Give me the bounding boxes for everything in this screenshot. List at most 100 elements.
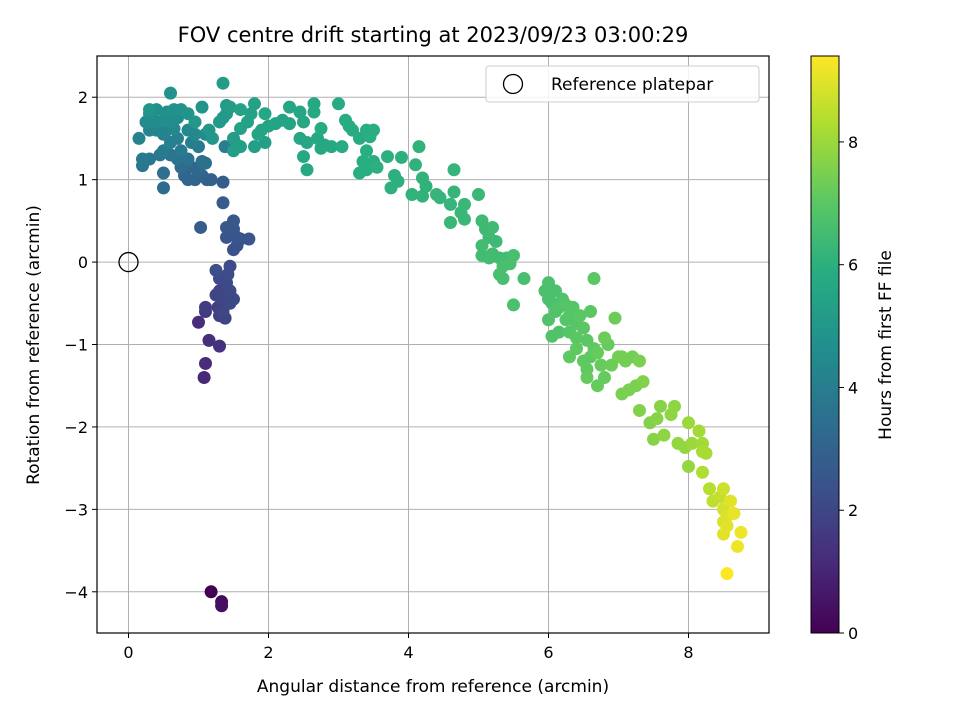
scatter-point (300, 163, 314, 177)
scatter-point (164, 86, 177, 100)
scatter-point (433, 191, 447, 205)
scatter-point (195, 100, 209, 114)
scatter-point (577, 321, 590, 335)
scatter-point (215, 599, 229, 613)
y-tick-label: −1 (64, 336, 88, 355)
scatter-point (360, 163, 373, 177)
scatter-point (227, 214, 240, 228)
scatter-point (195, 155, 209, 169)
scatter-point (216, 76, 230, 90)
colorbar-label: Hours from first FF file (876, 250, 896, 440)
scatter-point (419, 179, 433, 193)
y-tick-label: 1 (78, 171, 88, 190)
y-axis-ticks: −4 −3 −2 −1 0 1 2 (64, 88, 97, 602)
scatter-point (381, 150, 394, 164)
scatter-point (335, 140, 349, 154)
chart-title: FOV centre drift starting at 2023/09/23 … (178, 23, 689, 47)
scatter-point (283, 117, 296, 131)
scatter-point (447, 163, 461, 177)
colorbar-tick-label: 0 (848, 624, 858, 643)
scatter-point (293, 105, 307, 119)
colorbar-ticks: 0 2 4 6 8 (839, 133, 858, 643)
scatter-point (482, 251, 496, 265)
legend-marker-icon (502, 73, 524, 95)
scatter-point (223, 259, 237, 273)
scatter-point (318, 138, 331, 152)
scatter-point (202, 333, 216, 347)
y-tick-label: 0 (78, 253, 88, 272)
y-tick-label: −3 (64, 500, 88, 519)
x-tick-label: 6 (543, 643, 553, 662)
x-tick-label: 2 (263, 643, 273, 662)
scatter-point (682, 459, 695, 473)
scatter-point (724, 494, 737, 508)
scatter-point (297, 115, 310, 129)
scatter-point (206, 131, 219, 145)
scatter-point (157, 181, 170, 195)
scatter-point (699, 446, 713, 460)
scatter-point (654, 399, 667, 413)
scatter-point (472, 187, 485, 201)
legend: Reference platepar (485, 65, 760, 103)
scatter-point (447, 185, 461, 199)
scatter-point (307, 97, 321, 111)
reference-marker-group (118, 251, 139, 273)
scatter-point (234, 140, 247, 154)
scatter-point (444, 197, 457, 211)
scatter-point (591, 379, 604, 393)
scatter-point (242, 232, 256, 246)
scatter-point (507, 298, 520, 312)
scatter-point (542, 313, 555, 327)
scatter-point (174, 144, 188, 158)
legend-entry-label: Reference platepar (551, 75, 713, 95)
reference-platepar-marker (118, 251, 139, 273)
scatter-point (650, 412, 664, 426)
scatter-point (188, 115, 202, 129)
scatter-point (216, 175, 230, 189)
scatter-point (300, 136, 314, 150)
scatter-point (657, 428, 671, 442)
scatter-point (591, 346, 604, 360)
scatter-point (297, 150, 310, 164)
scatter-point (213, 339, 226, 353)
colorbar-tick-label: 2 (848, 501, 858, 520)
scatter-point (363, 130, 377, 144)
scatter-point (136, 152, 149, 166)
y-tick-label: −2 (64, 418, 88, 437)
scatter-point (496, 272, 510, 286)
scatter-point (314, 122, 328, 136)
scatter-point (587, 272, 601, 286)
scatter-point (717, 482, 730, 496)
x-axis-label: Angular distance from reference (arcmin) (257, 677, 609, 697)
scatter-point (458, 212, 471, 226)
scatter-point (598, 331, 611, 345)
scatter-point (570, 342, 583, 356)
scatter-point (370, 160, 384, 174)
scatter-point (734, 525, 748, 539)
scatter-point (703, 482, 716, 496)
scatter-point (188, 127, 202, 141)
scatter-point (342, 119, 356, 133)
scatter-point (542, 292, 555, 306)
scatter-point (727, 506, 741, 520)
scatter-point (248, 97, 261, 111)
scatter-point (444, 216, 457, 230)
scatter-point (633, 403, 646, 417)
scatter-point (199, 356, 212, 370)
scatter-point (360, 144, 373, 158)
scatter-point (405, 187, 419, 201)
scatter-point (636, 375, 650, 389)
scatter-point (197, 370, 211, 384)
colorbar: 0 2 4 6 8 Hours from first FF file (810, 55, 896, 643)
scatter-point (696, 465, 709, 479)
scatter-point (720, 567, 734, 581)
scatter-point (409, 158, 422, 172)
x-tick-label: 0 (123, 643, 133, 662)
scatter-point (194, 220, 208, 234)
scatter-point (580, 370, 594, 384)
x-axis-ticks: 0 2 4 6 8 (123, 633, 694, 662)
scatter-point (248, 140, 261, 154)
scatter-points (132, 76, 748, 613)
